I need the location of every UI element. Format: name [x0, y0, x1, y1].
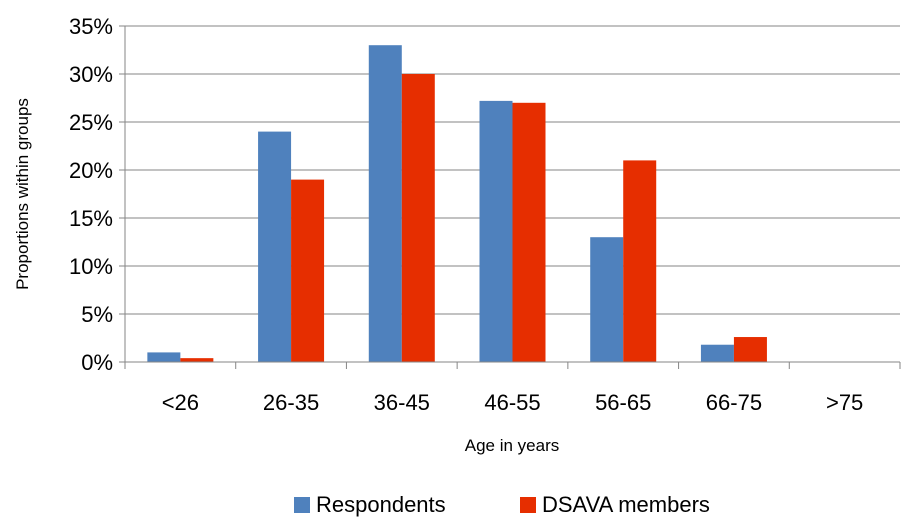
x-tick-label: 46-55: [484, 390, 540, 415]
legend-swatch-dsava: [520, 497, 536, 513]
x-tick-labels: <26 26-35 36-45 46-55 56-65 66-75 >75: [162, 390, 864, 415]
y-tick-label: 20%: [69, 158, 113, 183]
x-tick-label: >75: [826, 390, 863, 415]
y-tick-labels: 0% 5% 10% 15% 20% 25% 30% 35%: [69, 14, 113, 375]
x-tick-label: 56-65: [595, 390, 651, 415]
legend-label-dsava: DSAVA members: [542, 492, 710, 517]
x-tick-label: 36-45: [374, 390, 430, 415]
axes: [124, 26, 901, 369]
bar-dsava-members: [180, 358, 214, 362]
bar-respondents: [258, 131, 292, 362]
legend: Respondents DSAVA members: [294, 492, 710, 517]
bar-dsava-members: [512, 102, 546, 363]
bars: [147, 45, 767, 363]
x-tick-label: 26-35: [263, 390, 319, 415]
bar-respondents: [147, 352, 181, 362]
y-tick-label: 35%: [69, 14, 113, 39]
legend-label-respondents: Respondents: [316, 492, 446, 517]
bar-respondents: [700, 344, 734, 362]
y-tick-label: 5%: [81, 302, 113, 327]
y-tick-label: 0%: [81, 350, 113, 375]
y-tick-label: 30%: [69, 62, 113, 87]
bar-dsava-members: [291, 179, 325, 362]
y-tick-label: 25%: [69, 110, 113, 135]
bar-dsava-members: [623, 160, 657, 362]
bar-respondents: [479, 100, 513, 362]
y-tick-label: 10%: [69, 254, 113, 279]
y-axis-title: Proportions within groups: [13, 98, 32, 290]
bar-dsava-members: [733, 337, 767, 362]
y-tick-label: 15%: [69, 206, 113, 231]
x-axis-title: Age in years: [465, 436, 560, 455]
x-tick-label: <26: [162, 390, 199, 415]
bar-dsava-members: [401, 74, 435, 362]
x-tick-label: 66-75: [706, 390, 762, 415]
legend-swatch-respondents: [294, 497, 310, 513]
bar-respondents: [368, 45, 402, 362]
bar-respondents: [590, 237, 624, 362]
